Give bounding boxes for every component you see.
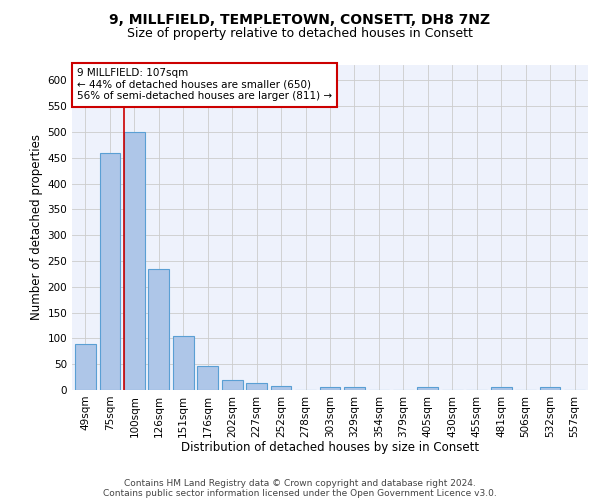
Bar bbox=[418, 388, 438, 390]
Text: 9, MILLFIELD, TEMPLETOWN, CONSETT, DH8 7NZ: 9, MILLFIELD, TEMPLETOWN, CONSETT, DH8 7… bbox=[109, 12, 491, 26]
Text: Size of property relative to detached houses in Consett: Size of property relative to detached ho… bbox=[127, 28, 473, 40]
Bar bbox=[271, 386, 292, 390]
Text: Contains HM Land Registry data © Crown copyright and database right 2024.: Contains HM Land Registry data © Crown c… bbox=[124, 478, 476, 488]
Bar bbox=[344, 388, 365, 390]
Text: 9 MILLFIELD: 107sqm
← 44% of detached houses are smaller (650)
56% of semi-detac: 9 MILLFIELD: 107sqm ← 44% of detached ho… bbox=[77, 68, 332, 102]
Bar bbox=[246, 383, 267, 390]
Bar bbox=[222, 380, 242, 390]
Text: Contains public sector information licensed under the Open Government Licence v3: Contains public sector information licen… bbox=[103, 488, 497, 498]
X-axis label: Distribution of detached houses by size in Consett: Distribution of detached houses by size … bbox=[181, 441, 479, 454]
Bar bbox=[540, 388, 560, 390]
Bar bbox=[173, 336, 194, 390]
Y-axis label: Number of detached properties: Number of detached properties bbox=[30, 134, 43, 320]
Bar bbox=[320, 388, 340, 390]
Bar bbox=[197, 366, 218, 390]
Bar bbox=[75, 344, 96, 390]
Bar bbox=[124, 132, 145, 390]
Bar bbox=[148, 269, 169, 390]
Bar bbox=[491, 388, 512, 390]
Bar bbox=[100, 152, 120, 390]
